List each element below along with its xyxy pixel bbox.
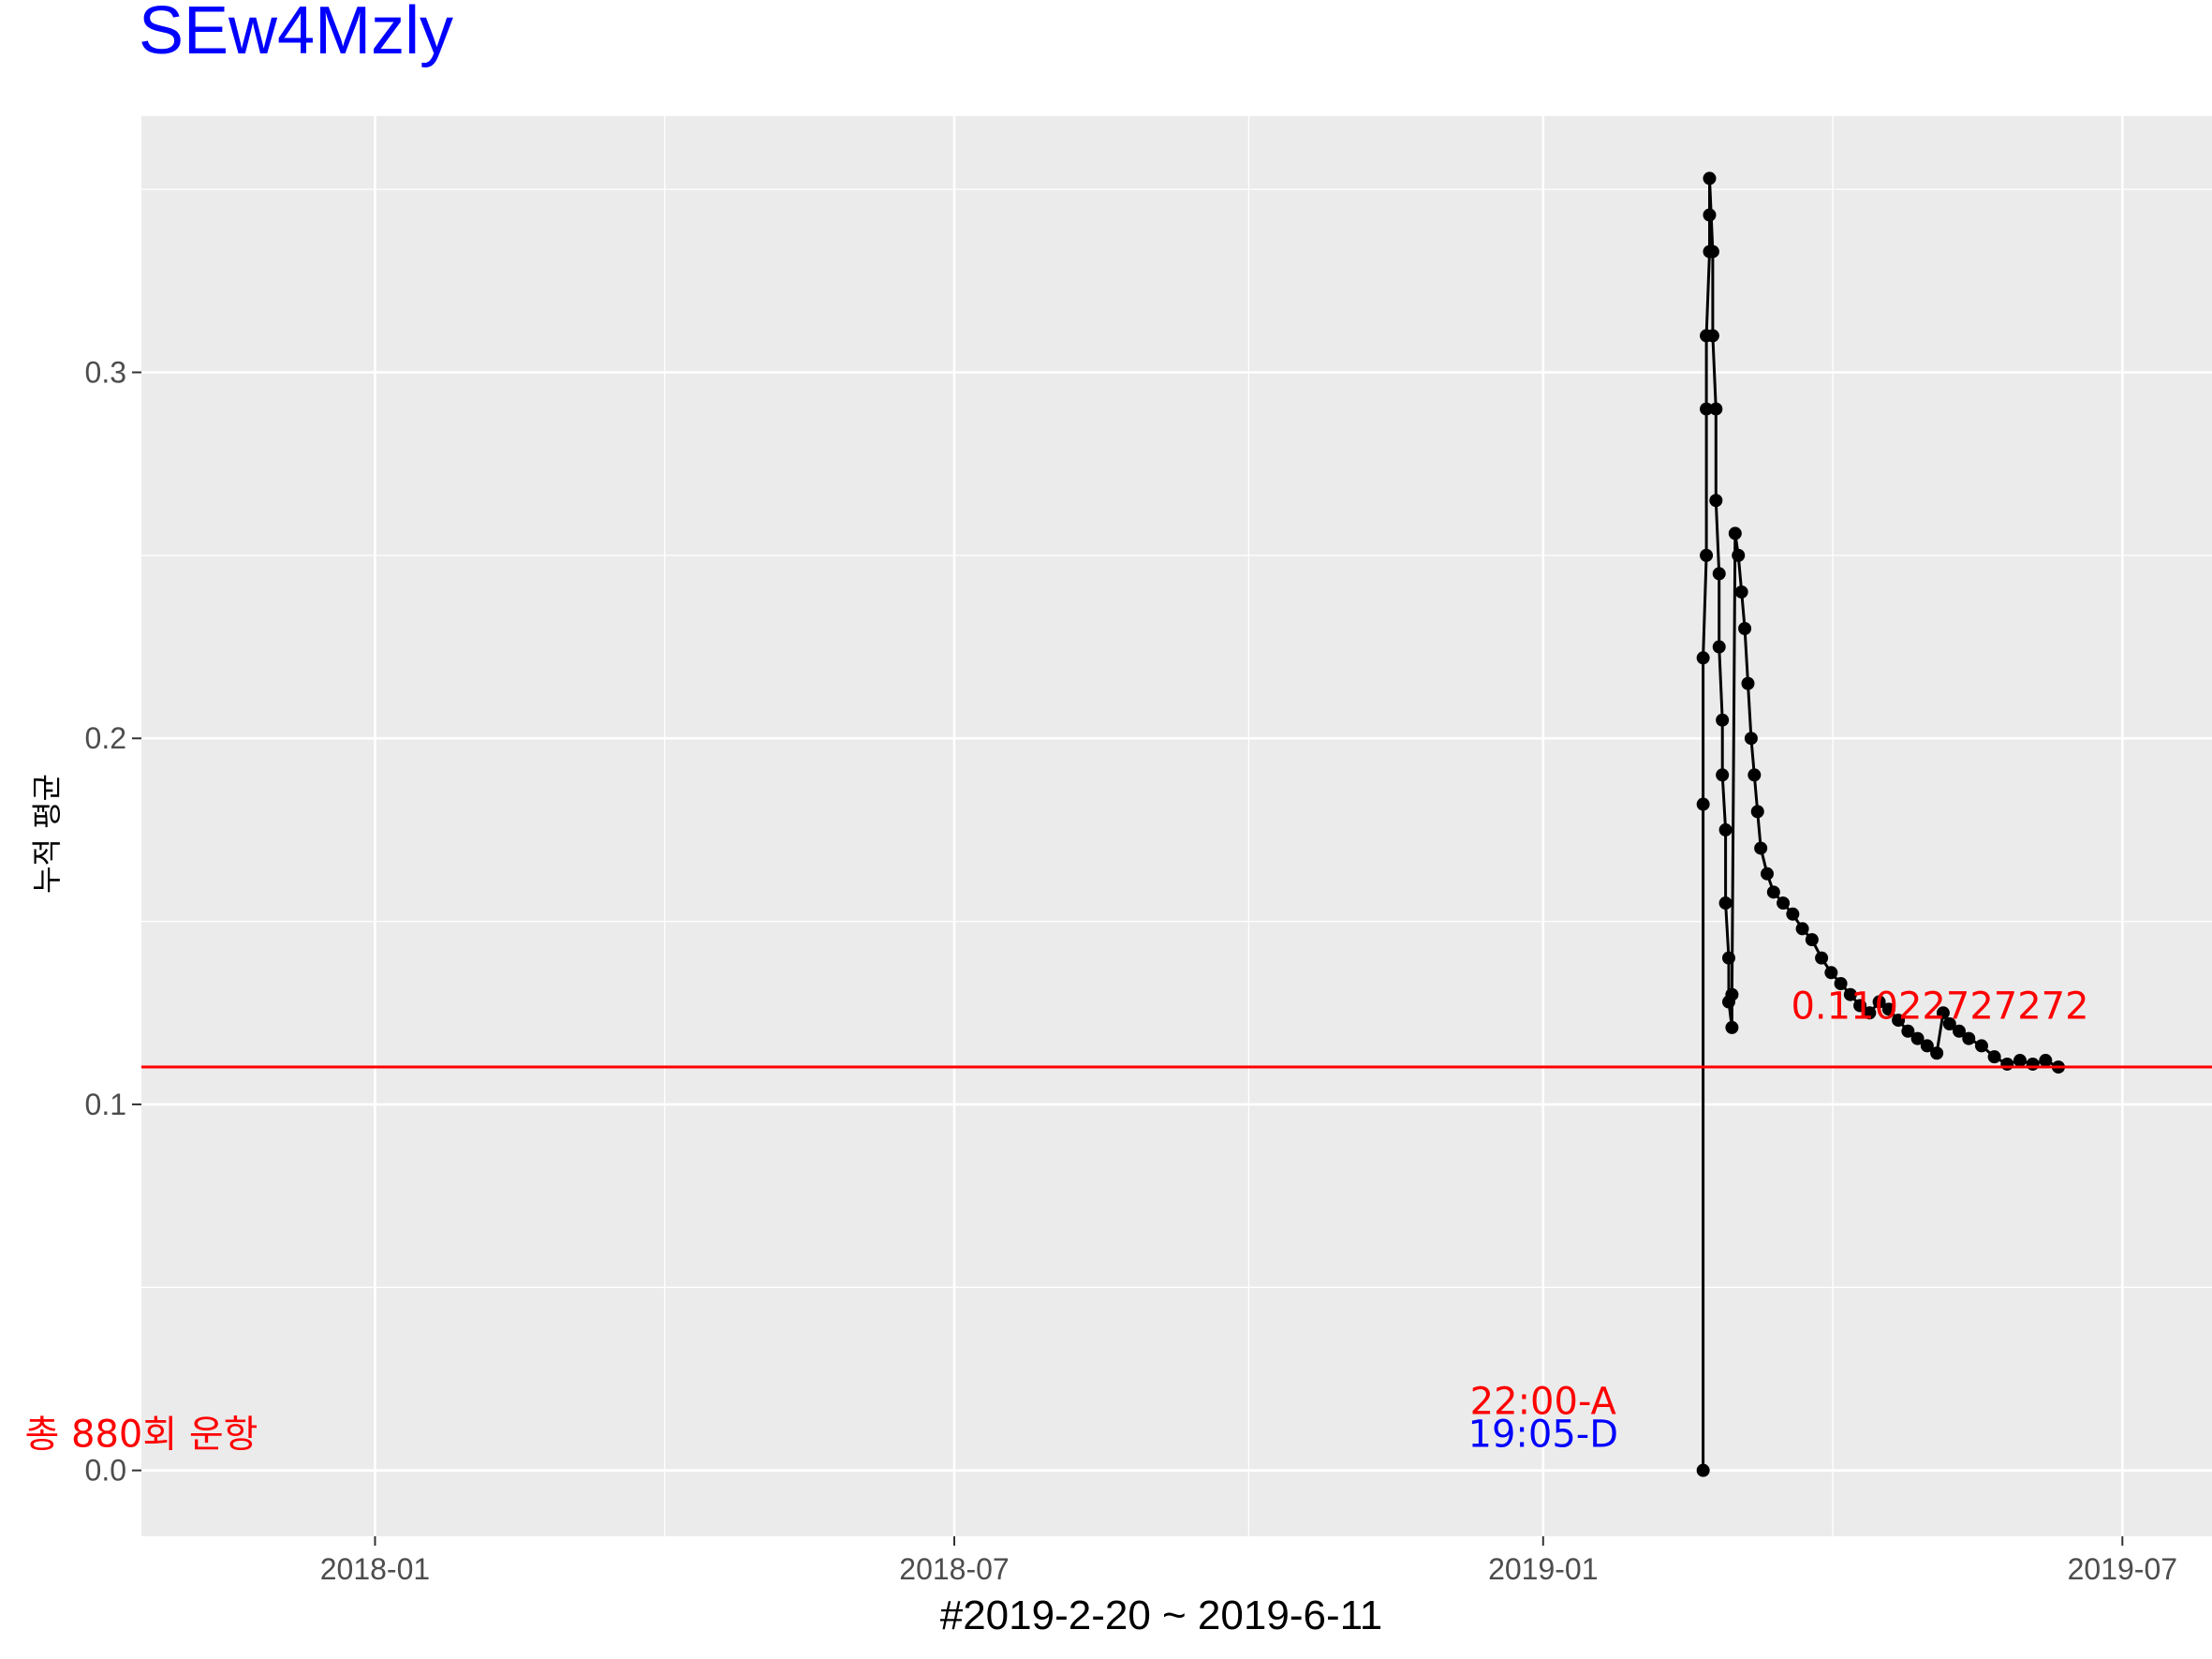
data-point bbox=[1987, 1050, 2001, 1064]
data-point bbox=[1777, 896, 1791, 911]
x-tick-label: 2018-07 bbox=[899, 1552, 1009, 1586]
data-point bbox=[1760, 867, 1774, 881]
y-tick-label: 0.3 bbox=[85, 356, 126, 390]
data-point bbox=[1741, 676, 1755, 690]
annotation-label: 22:00-A bbox=[1470, 1380, 1617, 1423]
data-point bbox=[1750, 805, 1764, 819]
plot-panel bbox=[141, 116, 2212, 1536]
data-point bbox=[1786, 907, 1800, 921]
data-point bbox=[2026, 1057, 2040, 1071]
data-point bbox=[1892, 1014, 1906, 1028]
annotation-layer: 0.11022727272 22:00-A19:05-D 총 880회 운항 bbox=[25, 985, 2089, 1456]
grid-major bbox=[141, 116, 2212, 1536]
data-point bbox=[1936, 1006, 1950, 1020]
y-tick-label: 0.1 bbox=[85, 1088, 126, 1121]
data-point bbox=[1716, 713, 1730, 727]
data-point bbox=[1712, 640, 1726, 654]
data-point bbox=[1725, 1020, 1739, 1034]
x-tick-label: 2018-01 bbox=[320, 1552, 430, 1586]
x-tick-label: 2019-01 bbox=[1488, 1552, 1598, 1586]
x-axis-title: #2019-2-20 ~ 2019-6-11 bbox=[939, 1592, 1383, 1638]
data-point bbox=[1696, 651, 1710, 665]
data-point bbox=[1696, 1463, 1710, 1477]
data-point bbox=[1910, 1031, 1924, 1045]
data-point bbox=[1696, 797, 1710, 811]
data-point bbox=[1953, 1024, 1967, 1038]
data-point bbox=[1962, 1031, 1976, 1045]
data-point bbox=[1732, 548, 1746, 562]
series-layer bbox=[1696, 171, 2065, 1477]
data-point bbox=[1843, 987, 1857, 1001]
data-point bbox=[1872, 995, 1886, 1009]
y-tick-label: 0.0 bbox=[85, 1454, 126, 1488]
data-point bbox=[1834, 977, 1848, 991]
data-point bbox=[1766, 885, 1780, 899]
annotation-label: 19:05-D bbox=[1468, 1414, 1619, 1457]
data-point bbox=[1747, 768, 1762, 782]
data-point bbox=[1716, 768, 1730, 782]
data-point bbox=[1725, 987, 1739, 1001]
data-point bbox=[1920, 1039, 1934, 1053]
x-tick-label: 2019-07 bbox=[2068, 1552, 2177, 1586]
data-point bbox=[1805, 933, 1819, 947]
axis-layer: 0.0 0.1 0.2 0.3 2018-01 2018-07 2019-01 2019-07 bbox=[85, 356, 2178, 1586]
data-point bbox=[1700, 402, 1714, 416]
data-point bbox=[1705, 244, 1719, 259]
data-point bbox=[1881, 1002, 1895, 1016]
data-point bbox=[1744, 732, 1758, 746]
data-point bbox=[2013, 1054, 2027, 1068]
data-point bbox=[2039, 1054, 2053, 1068]
data-point bbox=[1703, 208, 1717, 222]
grid-minor bbox=[141, 116, 2212, 1536]
data-point bbox=[1815, 951, 1829, 965]
data-point bbox=[1734, 585, 1748, 599]
data-point bbox=[1718, 896, 1733, 911]
data-point bbox=[1853, 999, 1867, 1013]
annotation-label: 총 880회 운항 bbox=[25, 1414, 258, 1457]
data-point bbox=[1700, 548, 1714, 562]
data-point bbox=[1738, 622, 1752, 636]
chart-title: SEw4Mzly bbox=[139, 0, 454, 68]
y-axis-title: 누적 평균 bbox=[29, 774, 65, 894]
data-point bbox=[1930, 1046, 1944, 1060]
data-point bbox=[1754, 841, 1768, 855]
data-point bbox=[1721, 951, 1735, 965]
data-point bbox=[1709, 402, 1723, 416]
y-tick-label: 0.2 bbox=[85, 721, 126, 755]
data-point bbox=[1718, 822, 1733, 837]
data-point bbox=[1974, 1039, 1988, 1053]
data-point bbox=[1824, 966, 1838, 980]
data-point bbox=[1901, 1024, 1915, 1038]
data-point bbox=[1705, 329, 1719, 343]
data-point bbox=[1709, 494, 1723, 508]
data-point bbox=[1712, 567, 1726, 581]
data-point bbox=[1942, 1016, 1956, 1030]
data-point bbox=[1863, 1006, 1877, 1020]
data-point bbox=[1703, 171, 1717, 185]
data-point bbox=[1795, 922, 1809, 936]
annotation-label: 0.11022727272 bbox=[1791, 985, 2088, 1028]
data-point bbox=[1728, 526, 1742, 541]
data-point bbox=[2000, 1057, 2014, 1071]
